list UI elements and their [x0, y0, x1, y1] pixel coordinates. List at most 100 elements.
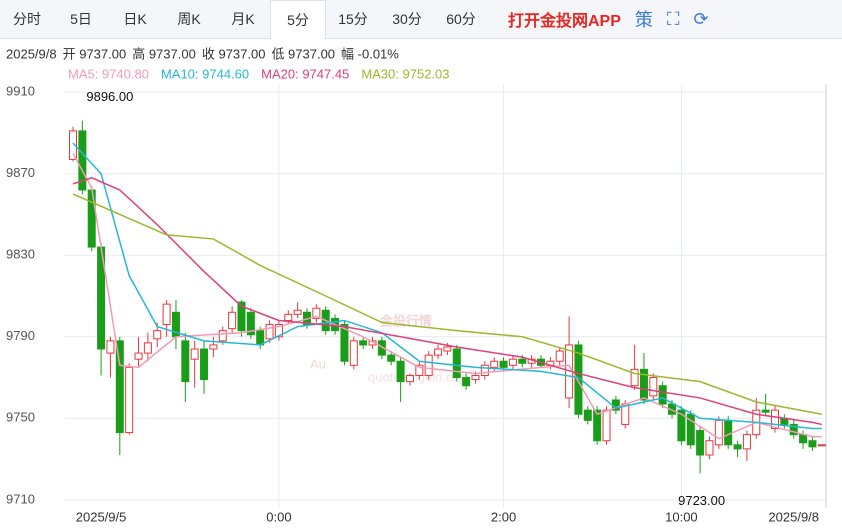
candle-body: [153, 330, 162, 340]
candle-body: [143, 342, 152, 354]
x-tick-label: 0:00: [266, 509, 291, 524]
info-item: 高 9737.00: [132, 46, 196, 61]
candle-body: [508, 358, 517, 366]
tab[interactable]: 月K: [231, 11, 255, 27]
candle-body: [331, 317, 340, 332]
candle-body: [602, 409, 611, 442]
ma-line: [72, 193, 822, 415]
app-link[interactable]: 打开金投网APP: [508, 13, 621, 30]
candle-body: [303, 311, 311, 326]
watermark: quote.cngold.org: [368, 369, 465, 384]
candle-body: [293, 309, 302, 315]
candle-body: [555, 350, 564, 362]
x-tick-label: 10:00: [665, 509, 698, 524]
candle-body: [780, 417, 789, 425]
candle-body: [256, 330, 265, 346]
candle-body: [246, 311, 255, 336]
extreme-label: 9723.00: [678, 493, 725, 508]
candle-body: [321, 309, 330, 332]
candle-body: [696, 430, 705, 456]
ma-line: [72, 152, 822, 440]
candle-body: [396, 360, 405, 383]
tab[interactable]: 30分: [392, 11, 422, 27]
legend-entry: MA20: 9747.45: [261, 66, 349, 81]
tab[interactable]: 5分: [270, 0, 326, 39]
candle-body: [125, 366, 134, 434]
candle-body: [78, 130, 87, 191]
candle-body: [639, 368, 648, 401]
tab[interactable]: 周K: [177, 11, 201, 27]
candle-body: [518, 358, 527, 364]
candle-body: [677, 409, 686, 442]
candle-body: [583, 409, 592, 421]
tab[interactable]: 15分: [338, 11, 368, 27]
candle-body: [87, 189, 96, 248]
candle-body: [171, 311, 180, 338]
info-item: 幅 -0.01%: [341, 46, 399, 61]
candle-body: [237, 301, 246, 332]
candle-body: [742, 434, 751, 450]
candle-body: [218, 330, 227, 342]
candle-body: [415, 364, 424, 376]
tab-bar: 分时 5日 日K 周K 月K 5分 15分 30分 60分 打开金投网APP 策 ⛶ ⟳: [0, 0, 842, 39]
watermark: 金投行情: [379, 313, 432, 328]
candle-body: [537, 358, 545, 366]
icon-button[interactable]: ⛶: [666, 8, 680, 29]
candle-body: [480, 364, 489, 376]
candle-body: [443, 346, 452, 352]
candle-body: [452, 348, 461, 379]
candle-body: [349, 340, 358, 366]
candle-body: [621, 403, 630, 425]
ma-line: [72, 176, 822, 426]
y-tick-label: 9710: [6, 491, 35, 506]
legend-entry: MA5: 9740.80: [68, 66, 149, 81]
candle-body: [527, 358, 536, 364]
watermark: Au: [310, 356, 326, 371]
y-tick-label: 9910: [6, 84, 35, 99]
y-tick-label: 9870: [6, 165, 35, 180]
candle-body: [359, 340, 368, 346]
candle-body: [789, 423, 798, 436]
candle-body: [471, 375, 480, 381]
candle-body: [377, 340, 386, 356]
tab[interactable]: 5日: [70, 11, 92, 27]
icon-button[interactable]: 策: [634, 10, 653, 30]
candle-body: [462, 377, 471, 387]
tab[interactable]: 分时: [13, 11, 41, 27]
candle-body: [434, 348, 443, 356]
candle-body: [340, 324, 349, 362]
candle-body: [200, 348, 209, 381]
candle-body: [499, 360, 508, 368]
candle-body: [686, 413, 695, 446]
y-tick-label: 9750: [6, 410, 35, 425]
icon-button[interactable]: ⟳: [693, 8, 709, 29]
tab[interactable]: 60分: [446, 11, 476, 27]
candle-body: [817, 444, 826, 447]
candle-body: [799, 434, 808, 444]
candle-body: [593, 409, 602, 442]
extreme-label: 9896.00: [86, 89, 133, 104]
info-item: 2025/9/8: [6, 46, 57, 61]
candle-body: [630, 368, 639, 387]
candle-body: [97, 246, 106, 350]
candle-body: [265, 324, 274, 340]
candle-body: [733, 444, 742, 450]
legend-entry: MA10: 9744.60: [161, 66, 249, 81]
tab[interactable]: 日K: [123, 11, 147, 27]
candle-body: [190, 348, 199, 360]
x-tick-label: 2025/9/5: [76, 509, 127, 524]
x-tick-label: 2:00: [491, 509, 516, 524]
candle-body: [209, 344, 218, 350]
candle-body: [115, 340, 124, 434]
candle-body: [284, 313, 293, 321]
info-item: 收 9737.00: [202, 46, 266, 61]
candle-body: [771, 409, 779, 429]
candle-body: [752, 409, 761, 436]
legend-entry: MA30: 9752.03: [361, 66, 449, 81]
candle-body: [714, 419, 723, 446]
candle-body: [808, 440, 817, 448]
candle-body: [228, 311, 237, 330]
candle-body: [162, 303, 171, 326]
